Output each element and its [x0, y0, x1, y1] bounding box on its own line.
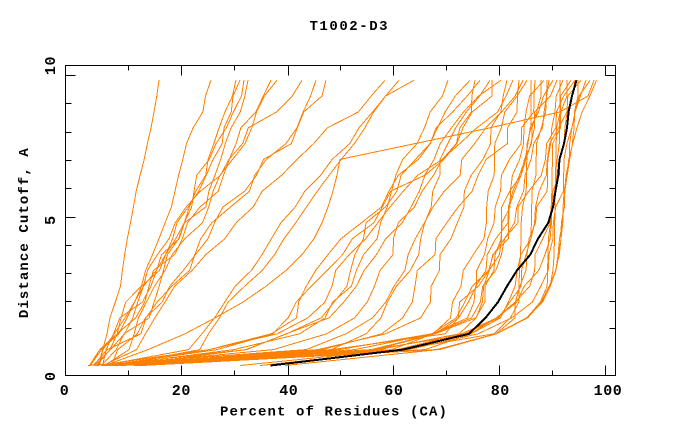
svg-text:100: 100 [594, 383, 623, 400]
svg-text:80: 80 [491, 383, 510, 400]
svg-text:10: 10 [43, 56, 60, 75]
svg-text:0: 0 [43, 371, 60, 381]
svg-text:60: 60 [384, 383, 403, 400]
svg-text:Distance Cutoff, A: Distance Cutoff, A [17, 147, 33, 318]
svg-text:0: 0 [60, 383, 70, 400]
svg-text:40: 40 [279, 383, 298, 400]
svg-text:20: 20 [172, 383, 191, 400]
svg-text:Percent of Residues (CA): Percent of Residues (CA) [220, 405, 448, 421]
svg-text:5: 5 [43, 215, 60, 225]
svg-text:T1002-D3: T1002-D3 [309, 19, 389, 35]
